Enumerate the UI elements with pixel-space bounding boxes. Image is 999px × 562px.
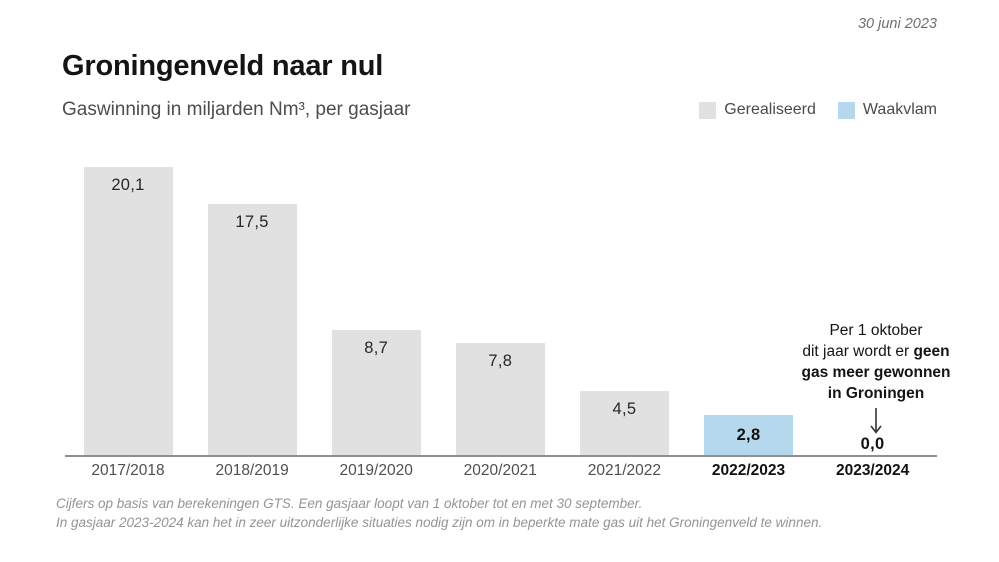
bar-2021-2022 xyxy=(580,391,669,455)
legend-label-waakvlam: Waakvlam xyxy=(862,101,937,118)
annotation-line-3: gas meer gewonnen xyxy=(801,364,951,381)
legend-item-gerealiseerd: Gerealiseerd xyxy=(699,101,816,119)
bar-2019-2020 xyxy=(332,330,421,455)
publication-date: 30 juni 2023 xyxy=(857,16,937,32)
x-axis-line xyxy=(65,455,937,457)
legend-label-gerealiseerd: Gerealiseerd xyxy=(724,101,816,118)
x-axis-label-2017-2018: 2017/2018 xyxy=(91,462,165,479)
legend-swatch-gerealiseerd xyxy=(699,101,717,119)
bar-value-label: 2,8 xyxy=(736,426,761,444)
chart-subtitle: Gaswinning in miljarden Nm³, per gasjaar xyxy=(62,99,411,120)
annotation-line-2: dit jaar wordt er geen xyxy=(802,343,950,360)
legend-item-waakvlam: Waakvlam xyxy=(837,101,937,119)
x-axis-label-2022-2023: 2022/2023 xyxy=(711,462,786,479)
annotation-line-1: Per 1 oktober xyxy=(829,322,923,339)
annotation-zero-production: Per 1 oktober dit jaar wordt er geen gas… xyxy=(756,320,996,435)
x-axis-label-2020-2021: 2020/2021 xyxy=(463,462,537,479)
bar-value-label: 7,8 xyxy=(488,352,513,370)
bar-value-label: 4,5 xyxy=(612,400,637,418)
bar-value-label: 8,7 xyxy=(364,339,389,357)
footnote-line-2: In gasjaar 2023-2024 kan het in zeer uit… xyxy=(56,515,823,530)
bar-2018-2019 xyxy=(208,204,297,455)
bar-value-label: 17,5 xyxy=(235,213,269,231)
bar-value-label: 0,0 xyxy=(860,435,885,453)
page-title: Groningenveld naar nul xyxy=(62,50,384,82)
x-axis-label-2018-2019: 2018/2019 xyxy=(215,462,289,479)
legend-swatch-waakvlam xyxy=(837,101,855,119)
bar-2022-2023 xyxy=(704,415,793,455)
x-axis-label-2021-2022: 2021/2022 xyxy=(587,462,662,479)
down-arrow-icon xyxy=(756,407,996,435)
footnote: Cijfers op basis van berekeningen GTS. E… xyxy=(56,494,822,532)
bar-2017-2018 xyxy=(84,167,173,455)
x-axis-label-2019-2020: 2019/2020 xyxy=(339,462,413,479)
x-axis-label-2023-2024: 2023/2024 xyxy=(835,462,910,479)
legend: Gerealiseerd Waakvlam xyxy=(699,101,937,119)
footnote-line-1: Cijfers op basis van berekeningen GTS. E… xyxy=(56,496,643,511)
bar-value-label: 20,1 xyxy=(111,176,145,194)
annotation-line-4: in Groningen xyxy=(827,385,925,402)
bar-2020-2021 xyxy=(456,343,545,455)
